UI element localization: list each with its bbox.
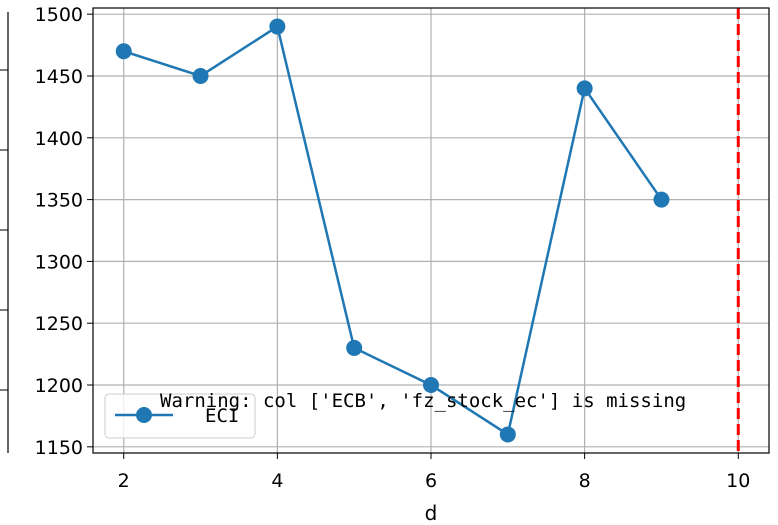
y-tick-label-1450: 1450 [35, 66, 83, 88]
data-point-3 [192, 67, 209, 84]
y-tick-label-1150: 1150 [35, 437, 83, 459]
x-tick-label-4: 4 [271, 470, 283, 492]
y-tick-label-1300: 1300 [35, 251, 83, 273]
data-point-5 [346, 339, 363, 356]
x-tick-label-2: 2 [118, 470, 130, 492]
data-point-7 [499, 426, 516, 443]
data-point-6 [423, 377, 439, 394]
y-tick-label-1500: 1500 [35, 4, 83, 26]
y-tick-label-1250: 1250 [35, 313, 83, 335]
legend: ECI [104, 393, 256, 439]
x-axis-label: d [425, 501, 438, 525]
warning-annotation: Warning: col ['ECB', 'fz_stock_ec'] is m… [160, 390, 686, 412]
data-point-4 [269, 18, 286, 35]
y-tick-label-1350: 1350 [35, 190, 83, 212]
legend-box [104, 393, 256, 439]
data-point-9 [653, 191, 670, 208]
legend-label-eci: ECI [205, 405, 239, 427]
series-line-eci [123, 24, 663, 437]
data-point-2 [115, 43, 132, 60]
legend-marker-swatch [136, 407, 152, 423]
axis-ticks: 2 4 6 8 10 1150 1200 1250 1300 1350 1400 1450 1500 [35, 4, 751, 492]
data-point-8 [576, 80, 593, 97]
y-tick-label-1400: 1400 [35, 128, 83, 150]
x-tick-label-6: 6 [425, 470, 437, 492]
left-cut-ticks [0, 69, 8, 391]
x-tick-label-10: 10 [726, 470, 750, 492]
x-tick-label-8: 8 [579, 470, 591, 492]
y-tick-label-1200: 1200 [35, 375, 83, 397]
series-layer [115, 18, 670, 443]
